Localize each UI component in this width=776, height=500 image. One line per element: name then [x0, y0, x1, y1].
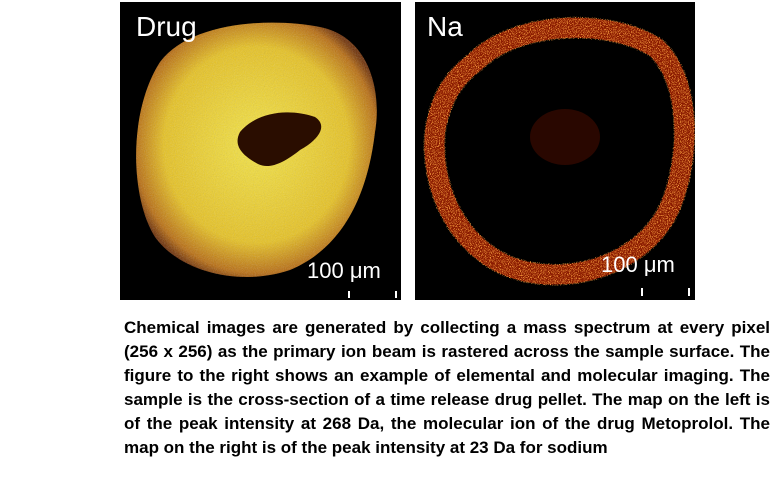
scale-label: 100 μm: [601, 252, 675, 277]
caption: Chemical images are generated by collect…: [124, 318, 770, 457]
panel-label: Drug: [136, 11, 197, 42]
panel-label: Na: [427, 11, 463, 42]
na-speckle: [423, 16, 695, 286]
drug-image: Drug 100 μm: [120, 2, 401, 300]
scale-label: 100 μm: [307, 258, 381, 283]
na-image: Na 100 μm: [415, 2, 695, 300]
core: [237, 112, 322, 167]
na-core: [530, 109, 600, 165]
